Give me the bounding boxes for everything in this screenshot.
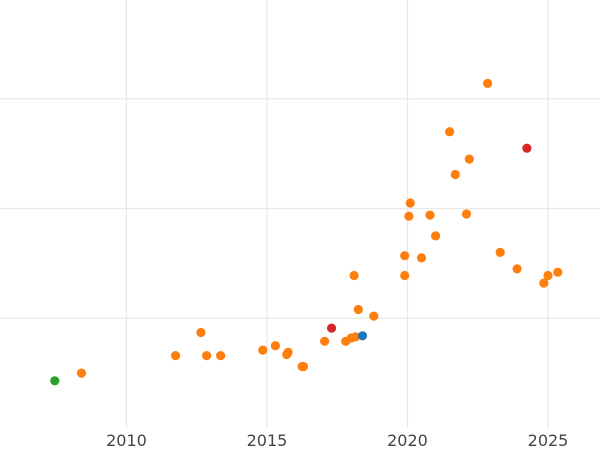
data-point-s0-10 — [298, 361, 309, 372]
grid-lines — [0, 0, 600, 428]
data-point-s1-0 — [327, 323, 337, 333]
data-point-s0-30 — [495, 247, 505, 257]
data-point-s0-8 — [283, 347, 293, 357]
data-point-s0-15 — [353, 304, 363, 315]
x-tick-label-2015: 2015 — [247, 431, 288, 450]
data-point-s0-34 — [553, 267, 563, 277]
data-point-s0-25 — [445, 127, 455, 137]
data-point-s0-16 — [349, 270, 359, 281]
data-point-s0-31 — [512, 264, 522, 274]
data-point-s0-14 — [350, 332, 361, 342]
data-point-s0-28 — [464, 154, 474, 164]
data-point-s0-22 — [416, 253, 427, 263]
data-point-s0-11 — [320, 336, 330, 346]
data-point-s0-24 — [431, 231, 441, 241]
data-point-s0-20 — [404, 211, 414, 221]
data-point-s0-26 — [450, 169, 460, 180]
data-point-s0-3 — [202, 351, 212, 361]
data-points — [50, 78, 563, 386]
data-point-s0-29 — [483, 78, 493, 88]
data-point-s0-19 — [400, 251, 410, 261]
data-point-s0-18 — [400, 270, 410, 281]
data-point-s0-27 — [461, 209, 472, 219]
data-point-s0-5 — [258, 345, 268, 355]
data-point-s0-4 — [216, 351, 226, 361]
x-axis-tick-labels: 2010 2015 2020 2025 — [106, 431, 568, 450]
data-point-s0-2 — [196, 327, 206, 338]
x-tick-label-2020: 2020 — [387, 431, 428, 450]
data-point-s2-0 — [357, 331, 368, 341]
data-point-s0-21 — [405, 198, 415, 208]
data-point-s0-33 — [543, 270, 553, 281]
data-point-s1-1 — [522, 143, 532, 153]
data-point-s0-17 — [369, 311, 379, 321]
x-tick-label-2010: 2010 — [106, 431, 147, 450]
x-tick-label-2025: 2025 — [528, 431, 569, 450]
data-point-s0-6 — [270, 341, 280, 351]
data-point-s0-32 — [539, 278, 549, 288]
data-point-s0-0 — [76, 368, 87, 378]
data-point-s3-0 — [50, 376, 60, 386]
data-point-s0-23 — [425, 210, 435, 220]
data-point-s0-1 — [171, 351, 181, 361]
